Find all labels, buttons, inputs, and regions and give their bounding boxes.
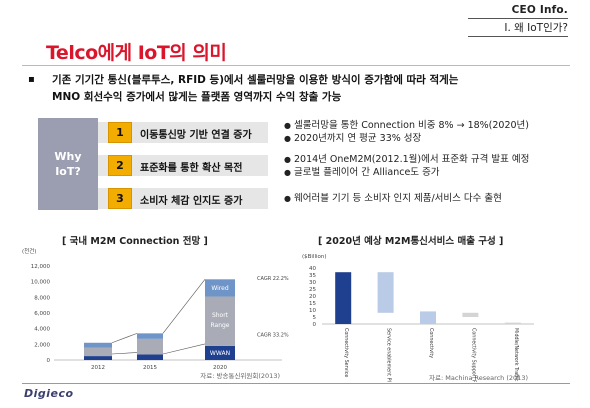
- segment-label: Short: [212, 312, 229, 319]
- subsection-label: I. 왜 IoT인가?: [504, 22, 568, 34]
- reason-label: 표준화를 통한 확산 목전: [140, 163, 243, 174]
- bar-segment: [205, 296, 235, 346]
- chart-source: 자료: Machina Research (2013): [429, 373, 528, 382]
- detail-text: 셀룰러망을 통한 Connection 비중 8% → 18%(2020년): [294, 120, 530, 131]
- reason-row-2: [98, 155, 268, 176]
- detail-text: 글로벌 플레이어 간 Alliance도 증가: [294, 166, 440, 178]
- reason-number-badge: 3: [108, 188, 132, 209]
- bar-segment: [84, 347, 112, 357]
- why-label: Why: [54, 150, 82, 163]
- y-tick-label: 20: [309, 294, 316, 300]
- x-category-label: Middle/Network Traffic: [513, 328, 519, 382]
- y-tick-label: 10: [309, 308, 316, 314]
- bullet-dot-icon: ●: [284, 121, 291, 130]
- revenue-bar: [420, 311, 436, 324]
- reason-row-3: [98, 188, 268, 209]
- x-tick-label: 2015: [143, 365, 157, 371]
- bar-segment: [205, 345, 235, 360]
- m2m-connection-chart: (천건) 0 2,000 4,000 6,000 8,000 10,000 12,000 201…: [22, 247, 289, 380]
- y-tick-label: 2,000: [34, 342, 50, 348]
- y-tick-label: 30: [309, 280, 316, 286]
- revenue-bar: [462, 312, 479, 317]
- bullet-dot-icon: ●: [284, 133, 291, 143]
- y-tick-label: 35: [309, 273, 316, 279]
- x-tick-label: 2012: [91, 365, 105, 371]
- chart-source: 자료: 방송통신위원회(2013): [200, 371, 280, 380]
- header-divider-bottom: [468, 36, 568, 37]
- bullet-dot-icon: ●: [284, 194, 291, 203]
- bullet-dot-icon: ●: [284, 155, 291, 164]
- y-tick-label: 6,000: [34, 311, 50, 317]
- detail-text: 웨어러블 기기 등 소비자 인지 제품/서비스 다수 출현: [294, 193, 502, 204]
- y-axis-unit: (천건): [22, 247, 36, 255]
- y-tick-label: 5: [313, 315, 317, 321]
- y-tick-label: 0: [313, 322, 317, 328]
- reason-details-2: ● 2014년 OneM2M(2012.1월)에서 표준화 규격 발표 예정 ● 글…: [284, 154, 529, 179]
- y-tick-label: 12,000: [31, 264, 51, 270]
- segment-label: WWAN: [210, 350, 230, 357]
- title-divider: [22, 65, 570, 66]
- bar-segment: [205, 279, 235, 297]
- bar-segment: [137, 333, 163, 339]
- x-category-label: Service enablement Platform: [386, 328, 392, 382]
- growth-line: [162, 279, 206, 334]
- summary-line-1: 기존 기기간 통신(블루투스, RFID 등)에서 셀룰러망을 이용한 방식이 …: [52, 74, 459, 86]
- reason-details-1: ● 셀룰러망을 통한 Connection 비중 8% → 18%(2020년) …: [284, 120, 529, 145]
- bar-segment: [84, 356, 112, 360]
- segment-label: Wired: [211, 285, 228, 292]
- chart-title-revenue: [ 2020년 예상 M2M통신서비스 매출 구성 ]: [318, 236, 504, 247]
- segment-label: Range: [210, 322, 229, 329]
- header-divider: [468, 18, 568, 19]
- bar-segment: [84, 342, 112, 348]
- x-category-label: Connectivity Support Platform: [470, 328, 476, 382]
- section-label: CEO Info.: [511, 4, 568, 16]
- x-category-label: Connectivity Service: [343, 328, 349, 377]
- growth-line: [111, 333, 138, 344]
- detail-text: 2020년까지 연 평균 33% 성장: [294, 132, 422, 144]
- summary-bullet: ▪ 기존 기기간 통신(블루투스, RFID 등)에서 셀룰러망을 이용한 방식…: [22, 72, 582, 105]
- cagr-annotation: CAGR 22.2%: [257, 276, 289, 282]
- chart-title-connections: [ 국내 M2M Connection 전망 ]: [62, 236, 208, 247]
- bullet-square-icon: ▪: [28, 74, 35, 85]
- reason-label: 이동통신망 기반 연결 증가: [140, 130, 252, 141]
- y-tick-label: 4,000: [34, 327, 50, 333]
- reason-details-3: ● 웨어러블 기기 등 소비자 인지 제품/서비스 다수 출현: [284, 193, 502, 206]
- reason-row-1: [98, 122, 268, 143]
- bar-segment: [137, 338, 163, 355]
- summary-line-2: MNO 회선수익 증가에서 많게는 플랫폼 영역까지 수익 창출 가능: [52, 90, 342, 103]
- bar-segment: [137, 354, 163, 360]
- bullet-dot-icon: ●: [284, 167, 291, 177]
- y-tick-label: 40: [309, 266, 316, 272]
- x-tick-label: 2020: [213, 365, 227, 371]
- digieco-logo: Digieco: [24, 387, 74, 400]
- footer-divider: [22, 383, 570, 384]
- growth-line: [162, 343, 206, 355]
- y-tick-label: 25: [309, 287, 316, 293]
- x-category-label: Connectivity: [428, 328, 434, 358]
- cagr-annotation: CAGR 33.2%: [257, 333, 289, 339]
- y-tick-label: 15: [309, 301, 316, 307]
- revenue-bar: [377, 272, 394, 313]
- reason-label: 소비자 체감 인지도 증가: [140, 196, 243, 207]
- reason-number-badge: 2: [108, 155, 132, 176]
- header-block: CEO Info. I. 왜 IoT인가?: [468, 4, 568, 37]
- y-tick-label: 10,000: [31, 280, 51, 286]
- y-axis-unit: ($Billion): [302, 254, 327, 260]
- revenue-bar: [504, 322, 521, 324]
- detail-text: 2014년 OneM2M(2012.1월)에서 표준화 규격 발표 예정: [294, 154, 530, 165]
- iot-label: IoT?: [55, 165, 81, 178]
- growth-line: [111, 352, 138, 355]
- slide-title: Telco에게 IoT의 의미: [46, 42, 227, 64]
- revenue-bar: [335, 272, 352, 324]
- y-tick-label: 0: [47, 358, 51, 364]
- reason-number-badge: 1: [108, 122, 132, 143]
- why-iot-box: Why IoT?: [38, 118, 98, 210]
- y-tick-label: 8,000: [34, 295, 50, 301]
